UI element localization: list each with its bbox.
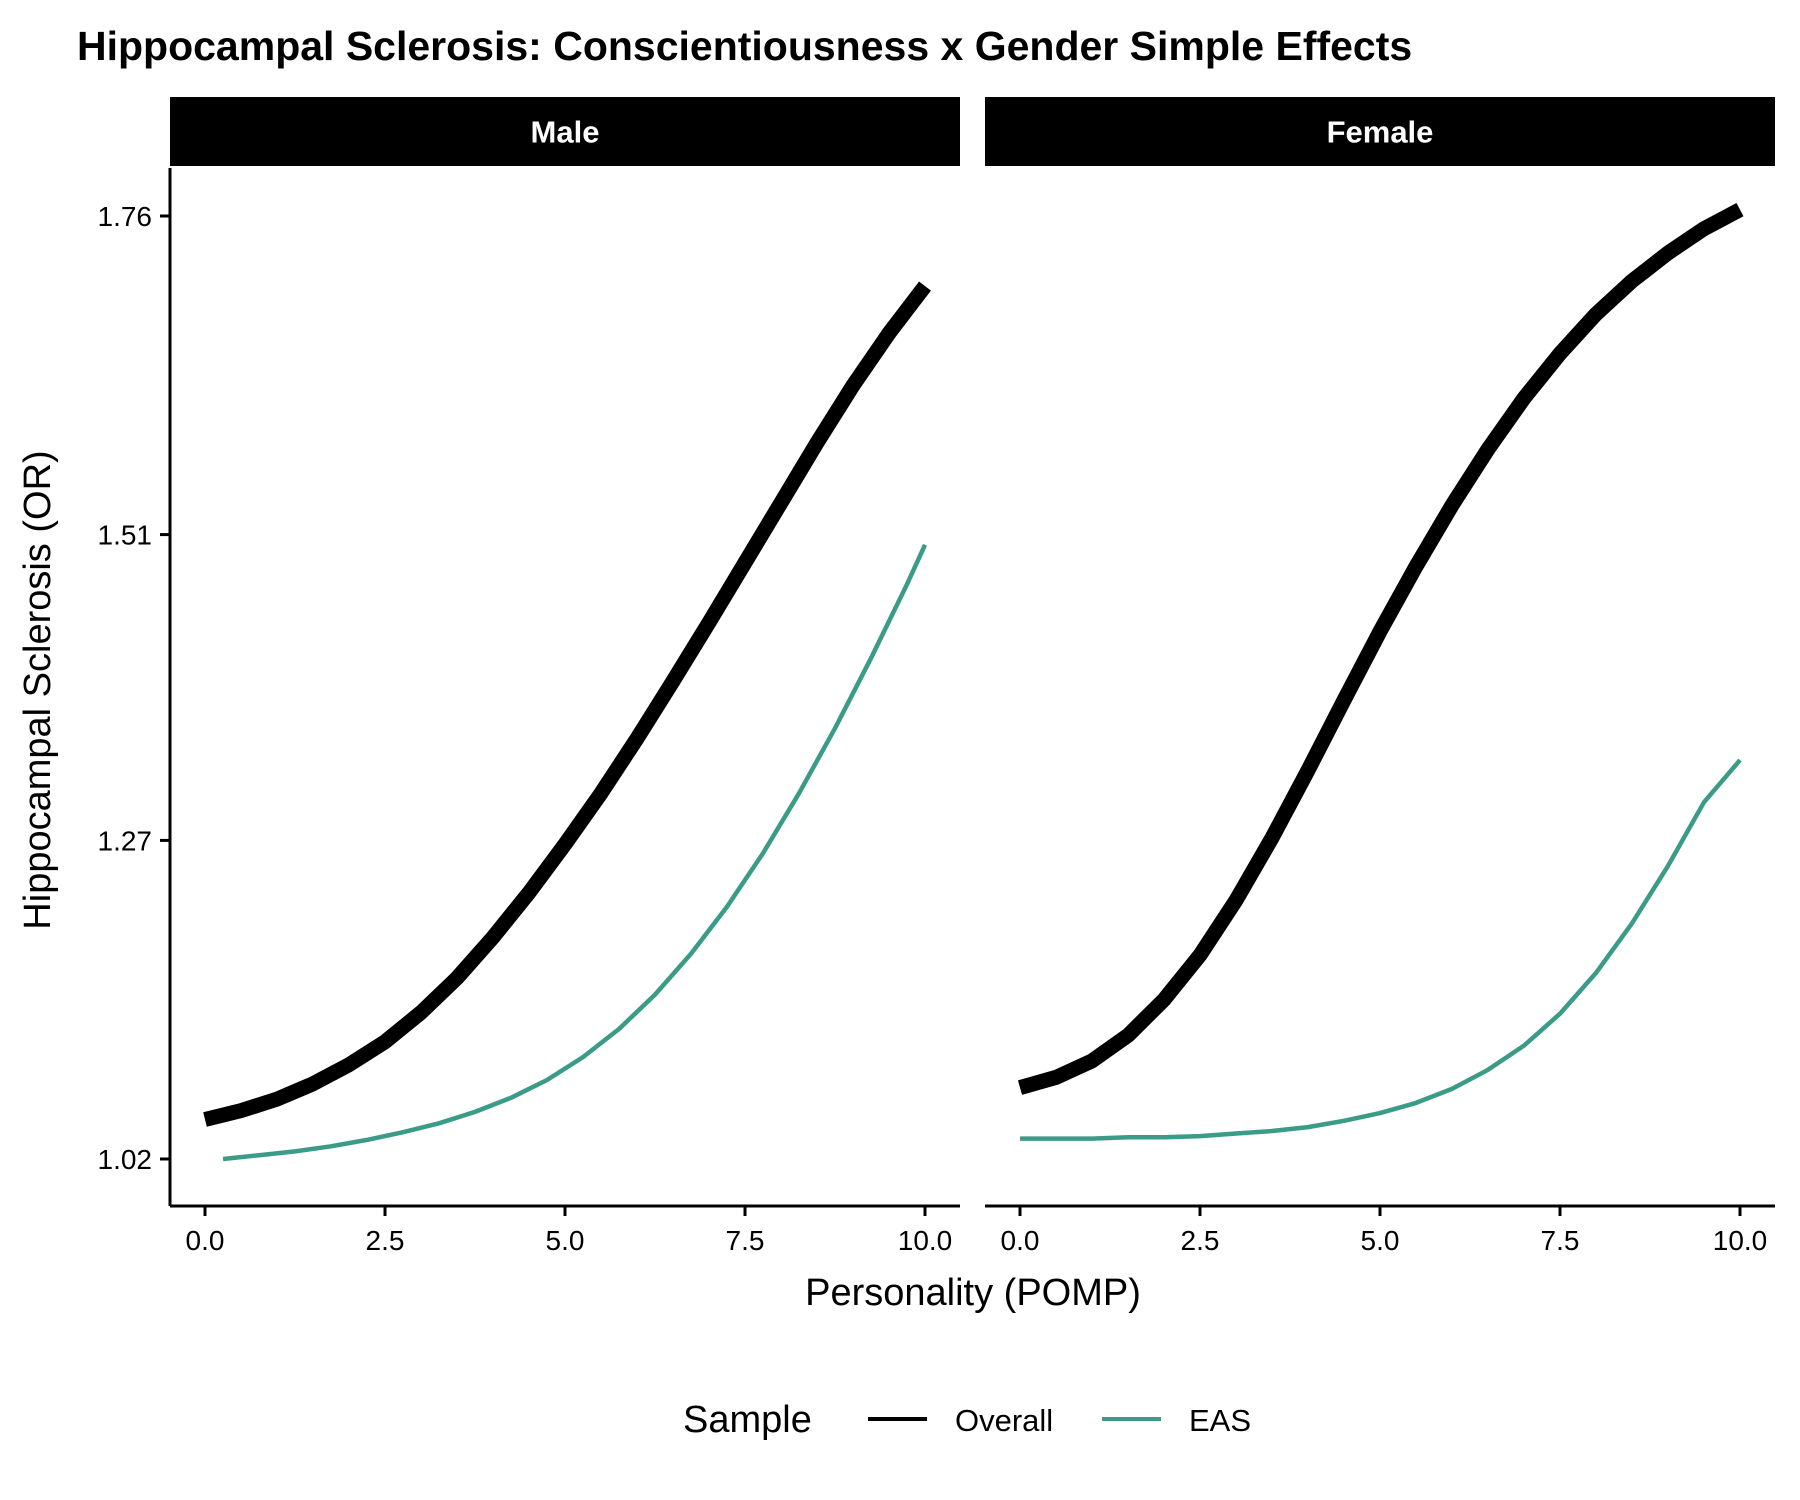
x-tick-label: 7.5 <box>726 1225 765 1256</box>
y-tick-label: 1.51 <box>98 520 153 551</box>
x-tick-label: 5.0 <box>1361 1225 1400 1256</box>
legend-label-eas: EAS <box>1189 1403 1251 1438</box>
x-tick-label: 7.5 <box>1541 1225 1580 1256</box>
facet-strip-label: Male <box>531 115 600 150</box>
y-tick-label: 1.76 <box>98 201 153 232</box>
y-tick-label: 1.02 <box>98 1144 153 1175</box>
x-tick-label: 0.0 <box>186 1225 225 1256</box>
series-line-overall <box>203 281 931 1127</box>
x-tick-label: 10.0 <box>1713 1225 1768 1256</box>
series-line-eas <box>1020 758 1742 1141</box>
series-line-overall <box>1017 202 1744 1095</box>
panel-female: Female 0.0 2.5 5.0 7.5 10.0 <box>985 97 1775 1256</box>
x-tick-label: 0.0 <box>1001 1225 1040 1256</box>
legend-title: Sample <box>683 1399 812 1441</box>
x-tick-label: 5.0 <box>546 1225 585 1256</box>
facet-strip <box>170 97 960 166</box>
x-tick-label: 2.5 <box>366 1225 405 1256</box>
facet-strip <box>985 97 1775 166</box>
legend: Sample Overall EAS <box>683 1399 1251 1441</box>
y-axis-title: Hippocampal Sclerosis (OR) <box>17 450 59 929</box>
x-tick-label: 10.0 <box>898 1225 953 1256</box>
y-tick-label: 1.27 <box>98 825 153 856</box>
series-line-eas <box>222 543 928 1162</box>
x-tick-label: 2.5 <box>1181 1225 1220 1256</box>
facet-strip-label: Female <box>1327 115 1434 150</box>
chart-title: Hippocampal Sclerosis: Conscientiousness… <box>77 23 1412 69</box>
panel-male: Male 1.02 1.27 1.51 1.76 0.0 2.5 5.0 7.5 10.0 <box>98 97 960 1256</box>
x-axis-title: Personality (POMP) <box>805 1272 1141 1314</box>
legend-label-overall: Overall <box>955 1403 1053 1438</box>
